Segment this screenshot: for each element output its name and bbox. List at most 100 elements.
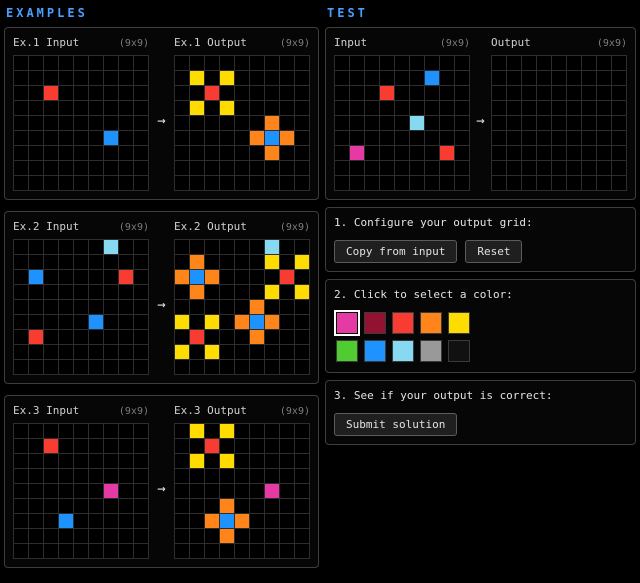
grid-cell[interactable] bbox=[552, 146, 566, 160]
color-swatch-maroon[interactable] bbox=[364, 312, 386, 334]
grid-cell[interactable] bbox=[522, 86, 536, 100]
grid-cell[interactable] bbox=[492, 176, 506, 190]
grid-cell[interactable] bbox=[612, 86, 626, 100]
grid-cell[interactable] bbox=[582, 56, 596, 70]
grid-cell[interactable] bbox=[552, 116, 566, 130]
grid-cell[interactable] bbox=[612, 161, 626, 175]
grid-cell[interactable] bbox=[507, 131, 521, 145]
grid-cell[interactable] bbox=[567, 56, 581, 70]
grid-cell[interactable] bbox=[552, 86, 566, 100]
grid-cell[interactable] bbox=[582, 71, 596, 85]
grid-cell[interactable] bbox=[492, 116, 506, 130]
grid-cell[interactable] bbox=[597, 116, 611, 130]
grid-cell[interactable] bbox=[537, 86, 551, 100]
grid-cell[interactable] bbox=[537, 176, 551, 190]
grid-cell[interactable] bbox=[582, 86, 596, 100]
grid-cell[interactable] bbox=[537, 131, 551, 145]
grid-cell[interactable] bbox=[537, 146, 551, 160]
grid-cell[interactable] bbox=[507, 56, 521, 70]
grid-cell bbox=[59, 424, 73, 438]
grid-cell[interactable] bbox=[567, 71, 581, 85]
grid-cell[interactable] bbox=[612, 116, 626, 130]
grid-cell[interactable] bbox=[522, 176, 536, 190]
grid-cell[interactable] bbox=[492, 146, 506, 160]
color-swatch-black[interactable] bbox=[448, 340, 470, 362]
grid-cell[interactable] bbox=[537, 71, 551, 85]
grid-cell[interactable] bbox=[522, 101, 536, 115]
grid-cell[interactable] bbox=[522, 56, 536, 70]
grid-cell[interactable] bbox=[597, 176, 611, 190]
grid-cell[interactable] bbox=[567, 131, 581, 145]
color-swatch-gray[interactable] bbox=[420, 340, 442, 362]
grid-cell[interactable] bbox=[492, 131, 506, 145]
grid-cell[interactable] bbox=[567, 176, 581, 190]
grid-cell[interactable] bbox=[612, 176, 626, 190]
grid-cell bbox=[265, 345, 279, 359]
grid-cell[interactable] bbox=[522, 116, 536, 130]
grid-cell[interactable] bbox=[492, 56, 506, 70]
color-swatch-blue[interactable] bbox=[364, 340, 386, 362]
color-swatch-magenta[interactable] bbox=[336, 312, 358, 334]
grid-cell[interactable] bbox=[552, 176, 566, 190]
grid-cell[interactable] bbox=[537, 56, 551, 70]
grid-cell[interactable] bbox=[507, 116, 521, 130]
grid-cell[interactable] bbox=[567, 101, 581, 115]
grid-cell[interactable] bbox=[612, 131, 626, 145]
grid-cell[interactable] bbox=[507, 146, 521, 160]
grid-cell[interactable] bbox=[507, 71, 521, 85]
grid-cell[interactable] bbox=[492, 161, 506, 175]
grid-cell[interactable] bbox=[552, 101, 566, 115]
reset-button[interactable]: Reset bbox=[465, 240, 523, 263]
grid-cell[interactable] bbox=[537, 101, 551, 115]
grid-cell bbox=[29, 330, 43, 344]
grid-cell[interactable] bbox=[522, 131, 536, 145]
color-swatch-cyan[interactable] bbox=[392, 340, 414, 362]
grid-cell[interactable] bbox=[597, 71, 611, 85]
grid-cell[interactable] bbox=[537, 161, 551, 175]
grid-cell[interactable] bbox=[507, 86, 521, 100]
grid-cell[interactable] bbox=[597, 101, 611, 115]
grid-cell[interactable] bbox=[612, 56, 626, 70]
grid-cell[interactable] bbox=[507, 176, 521, 190]
grid-cell[interactable] bbox=[522, 71, 536, 85]
grid-cell[interactable] bbox=[522, 161, 536, 175]
grid-cell[interactable] bbox=[567, 116, 581, 130]
grid-cell[interactable] bbox=[507, 101, 521, 115]
grid-cell[interactable] bbox=[552, 71, 566, 85]
grid-cell[interactable] bbox=[552, 131, 566, 145]
grid-cell[interactable] bbox=[582, 116, 596, 130]
color-swatch-green[interactable] bbox=[336, 340, 358, 362]
grid-cell[interactable] bbox=[597, 146, 611, 160]
grid-cell[interactable] bbox=[507, 161, 521, 175]
grid-cell[interactable] bbox=[612, 71, 626, 85]
grid-cell[interactable] bbox=[552, 56, 566, 70]
grid-cell[interactable] bbox=[582, 176, 596, 190]
grid-cell[interactable] bbox=[582, 146, 596, 160]
grid-cell[interactable] bbox=[552, 161, 566, 175]
grid-cell[interactable] bbox=[522, 146, 536, 160]
grid-cell[interactable] bbox=[582, 101, 596, 115]
grid-cell[interactable] bbox=[567, 146, 581, 160]
color-swatch-red[interactable] bbox=[392, 312, 414, 334]
color-swatch-yellow[interactable] bbox=[448, 312, 470, 334]
grid-cell[interactable] bbox=[492, 86, 506, 100]
grid-cell bbox=[425, 101, 439, 115]
grid-cell[interactable] bbox=[597, 56, 611, 70]
grid-cell bbox=[44, 315, 58, 329]
grid-cell[interactable] bbox=[537, 116, 551, 130]
grid-cell[interactable] bbox=[567, 161, 581, 175]
grid-cell[interactable] bbox=[597, 86, 611, 100]
grid-cell[interactable] bbox=[492, 71, 506, 85]
submit-solution-button[interactable]: Submit solution bbox=[334, 413, 458, 436]
grid-cell[interactable] bbox=[612, 146, 626, 160]
grid-cell[interactable] bbox=[567, 86, 581, 100]
grid-cell[interactable] bbox=[492, 101, 506, 115]
grid-cell bbox=[455, 116, 469, 130]
grid-cell[interactable] bbox=[612, 101, 626, 115]
grid-cell[interactable] bbox=[582, 131, 596, 145]
grid-cell[interactable] bbox=[597, 131, 611, 145]
grid-cell[interactable] bbox=[597, 161, 611, 175]
copy-from-input-button[interactable]: Copy from input bbox=[334, 240, 458, 263]
grid-cell[interactable] bbox=[582, 161, 596, 175]
color-swatch-orange[interactable] bbox=[420, 312, 442, 334]
